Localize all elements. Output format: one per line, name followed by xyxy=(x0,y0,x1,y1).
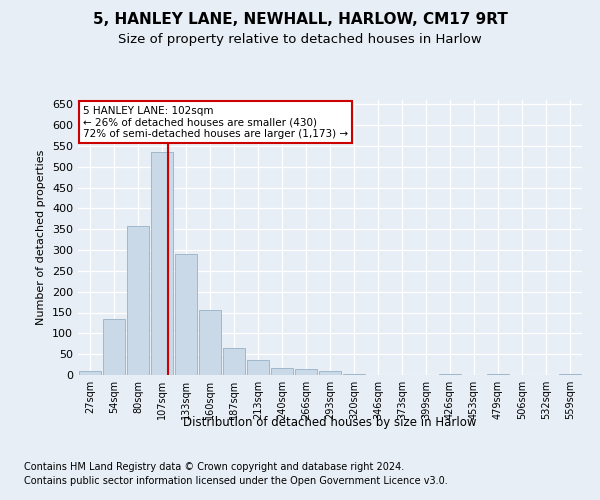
Bar xyxy=(247,360,269,375)
Y-axis label: Number of detached properties: Number of detached properties xyxy=(37,150,46,325)
Bar xyxy=(175,254,197,375)
Bar xyxy=(103,319,125,375)
Text: Contains HM Land Registry data © Crown copyright and database right 2024.: Contains HM Land Registry data © Crown c… xyxy=(24,462,404,472)
Text: 5 HANLEY LANE: 102sqm
← 26% of detached houses are smaller (430)
72% of semi-det: 5 HANLEY LANE: 102sqm ← 26% of detached … xyxy=(83,106,348,138)
Bar xyxy=(439,374,461,375)
Bar xyxy=(199,310,221,375)
Bar xyxy=(151,152,173,375)
Bar xyxy=(487,374,509,375)
Text: Distribution of detached houses by size in Harlow: Distribution of detached houses by size … xyxy=(183,416,477,429)
Text: 5, HANLEY LANE, NEWHALL, HARLOW, CM17 9RT: 5, HANLEY LANE, NEWHALL, HARLOW, CM17 9R… xyxy=(92,12,508,28)
Bar xyxy=(559,374,581,375)
Bar xyxy=(271,368,293,375)
Bar xyxy=(223,348,245,375)
Bar xyxy=(319,371,341,375)
Bar xyxy=(295,369,317,375)
Bar xyxy=(127,226,149,375)
Text: Size of property relative to detached houses in Harlow: Size of property relative to detached ho… xyxy=(118,32,482,46)
Text: Contains public sector information licensed under the Open Government Licence v3: Contains public sector information licen… xyxy=(24,476,448,486)
Bar xyxy=(343,374,365,375)
Bar xyxy=(79,371,101,375)
